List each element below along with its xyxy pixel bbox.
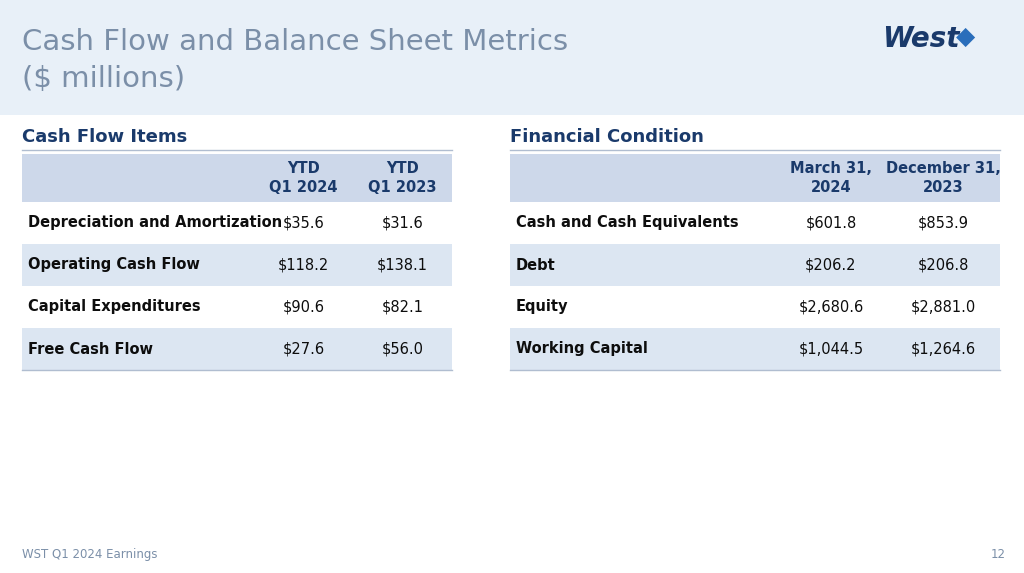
Text: $31.6: $31.6 xyxy=(382,215,424,230)
Text: Operating Cash Flow: Operating Cash Flow xyxy=(28,257,200,273)
Text: $206.2: $206.2 xyxy=(805,257,857,273)
Text: $27.6: $27.6 xyxy=(283,342,325,356)
Text: $90.6: $90.6 xyxy=(283,300,325,315)
Text: Debt: Debt xyxy=(516,257,556,273)
Text: Cash Flow and Balance Sheet Metrics: Cash Flow and Balance Sheet Metrics xyxy=(22,28,568,56)
FancyBboxPatch shape xyxy=(0,0,1024,115)
Text: $2,680.6: $2,680.6 xyxy=(799,300,863,315)
Text: December 31,
2023: December 31, 2023 xyxy=(886,161,1001,195)
Text: $206.8: $206.8 xyxy=(918,257,970,273)
FancyBboxPatch shape xyxy=(510,328,1000,370)
Text: Depreciation and Amortization: Depreciation and Amortization xyxy=(28,215,283,230)
FancyBboxPatch shape xyxy=(22,244,452,286)
Text: Cash Flow Items: Cash Flow Items xyxy=(22,128,187,146)
FancyBboxPatch shape xyxy=(510,202,1000,244)
Text: $82.1: $82.1 xyxy=(382,300,424,315)
Text: $2,881.0: $2,881.0 xyxy=(911,300,976,315)
Text: ◆: ◆ xyxy=(955,25,975,49)
Text: WST Q1 2024 Earnings: WST Q1 2024 Earnings xyxy=(22,548,158,561)
Text: $853.9: $853.9 xyxy=(919,215,969,230)
Text: March 31,
2024: March 31, 2024 xyxy=(790,161,872,195)
Text: $56.0: $56.0 xyxy=(382,342,424,356)
Text: $35.6: $35.6 xyxy=(283,215,325,230)
FancyBboxPatch shape xyxy=(510,244,1000,286)
Text: Cash and Cash Equivalents: Cash and Cash Equivalents xyxy=(516,215,738,230)
Text: $601.8: $601.8 xyxy=(805,215,856,230)
Text: West: West xyxy=(883,25,961,53)
Text: Working Capital: Working Capital xyxy=(516,342,648,356)
Text: YTD
Q1 2024: YTD Q1 2024 xyxy=(269,161,338,195)
Text: 12: 12 xyxy=(991,548,1006,561)
Text: Equity: Equity xyxy=(516,300,568,315)
Text: YTD
Q1 2023: YTD Q1 2023 xyxy=(369,161,437,195)
Text: Financial Condition: Financial Condition xyxy=(510,128,703,146)
FancyBboxPatch shape xyxy=(22,328,452,370)
Text: Capital Expenditures: Capital Expenditures xyxy=(28,300,201,315)
FancyBboxPatch shape xyxy=(510,154,1000,202)
Text: $1,264.6: $1,264.6 xyxy=(911,342,976,356)
Text: $118.2: $118.2 xyxy=(279,257,330,273)
FancyBboxPatch shape xyxy=(22,202,452,244)
Text: Free Cash Flow: Free Cash Flow xyxy=(28,342,153,356)
Text: $138.1: $138.1 xyxy=(377,257,428,273)
FancyBboxPatch shape xyxy=(22,286,452,328)
FancyBboxPatch shape xyxy=(510,286,1000,328)
Text: ($ millions): ($ millions) xyxy=(22,65,185,93)
Text: $1,044.5: $1,044.5 xyxy=(799,342,863,356)
FancyBboxPatch shape xyxy=(22,154,452,202)
